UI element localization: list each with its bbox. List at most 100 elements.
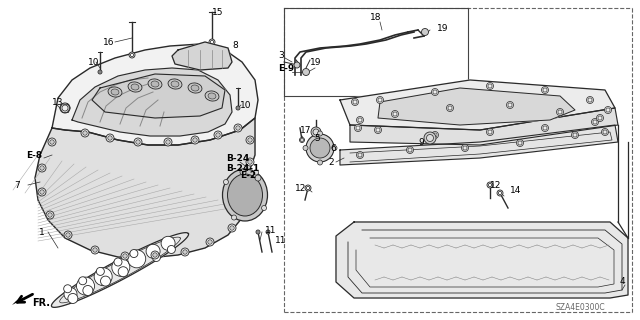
Text: 13: 13 [52,98,63,107]
Circle shape [209,39,215,45]
Text: 18: 18 [370,12,381,21]
Ellipse shape [191,85,199,91]
Circle shape [168,245,175,253]
Text: 9: 9 [418,138,424,147]
Circle shape [586,97,593,103]
Circle shape [248,138,252,142]
Circle shape [376,97,383,103]
Circle shape [108,136,112,140]
Circle shape [508,103,512,107]
Circle shape [223,180,228,185]
Circle shape [166,140,170,144]
Polygon shape [172,42,232,70]
Circle shape [572,132,579,139]
Circle shape [146,244,160,258]
Text: E-8: E-8 [26,150,42,159]
Circle shape [240,169,246,175]
Circle shape [128,250,146,268]
Ellipse shape [108,87,122,97]
Circle shape [97,268,104,276]
Ellipse shape [128,82,142,92]
Circle shape [206,238,214,246]
Polygon shape [378,88,575,125]
Circle shape [112,258,130,276]
Text: 16: 16 [103,37,115,46]
Circle shape [424,132,436,144]
Text: B-24: B-24 [226,154,249,163]
Text: 5: 5 [314,133,320,142]
Circle shape [48,213,52,217]
Circle shape [136,140,140,144]
Ellipse shape [188,83,202,93]
Circle shape [355,124,362,132]
Circle shape [541,124,548,132]
Circle shape [356,126,360,130]
Circle shape [60,103,70,113]
Ellipse shape [168,79,182,89]
Circle shape [257,231,259,233]
Circle shape [99,71,101,73]
Circle shape [81,129,89,137]
Text: 3: 3 [278,51,284,60]
Circle shape [433,133,437,137]
Circle shape [422,28,429,36]
Circle shape [46,211,54,219]
Circle shape [307,186,310,190]
Circle shape [353,100,357,104]
Circle shape [294,62,300,68]
Text: 12: 12 [295,183,307,193]
Circle shape [606,108,610,112]
Ellipse shape [111,89,119,95]
Circle shape [317,160,323,165]
Circle shape [130,250,138,258]
Circle shape [518,141,522,145]
Circle shape [486,129,493,135]
Circle shape [62,105,68,111]
Ellipse shape [205,91,219,101]
Circle shape [588,98,592,102]
Ellipse shape [148,79,162,89]
Circle shape [152,253,161,261]
Text: 15: 15 [212,7,223,17]
Circle shape [98,70,102,74]
Circle shape [378,98,382,102]
Text: E-2: E-2 [240,171,256,180]
Circle shape [463,146,467,150]
Circle shape [267,231,269,233]
Circle shape [79,277,86,285]
Text: 19: 19 [310,58,321,67]
Text: 19: 19 [437,23,449,33]
Circle shape [216,133,220,137]
Circle shape [317,131,323,136]
Circle shape [311,127,321,137]
Text: 17: 17 [300,125,312,134]
Circle shape [488,84,492,88]
Circle shape [237,107,239,109]
Circle shape [591,118,598,125]
Circle shape [208,240,212,244]
Circle shape [193,138,197,142]
Polygon shape [336,222,628,298]
Text: 14: 14 [510,186,522,195]
Circle shape [114,258,122,266]
Circle shape [499,191,502,195]
Circle shape [181,248,189,256]
Text: 4: 4 [620,277,626,286]
Circle shape [100,276,111,286]
Circle shape [230,226,234,230]
Text: 1: 1 [39,228,45,236]
Circle shape [557,108,563,116]
Circle shape [300,138,305,142]
Circle shape [64,231,72,239]
Circle shape [448,106,452,110]
Circle shape [461,145,468,151]
Circle shape [315,131,317,133]
Circle shape [191,136,199,144]
Circle shape [244,181,252,189]
Circle shape [356,151,364,158]
Circle shape [129,52,135,58]
Circle shape [68,293,78,303]
Circle shape [605,107,611,114]
Text: 12: 12 [490,180,501,189]
Polygon shape [51,233,189,307]
